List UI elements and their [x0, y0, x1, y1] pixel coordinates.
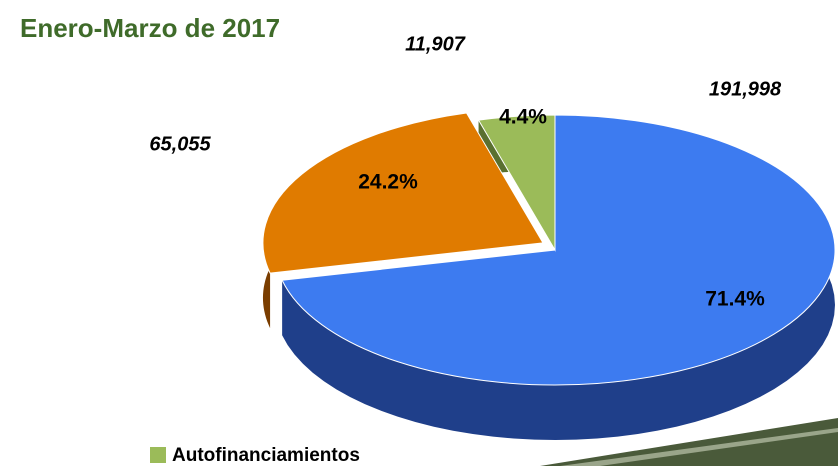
- count-label: 191,998: [709, 78, 782, 100]
- value-label: 4.4%: [499, 106, 547, 129]
- legend-swatch: [150, 447, 166, 463]
- chart-title: Enero-Marzo de 2017: [20, 13, 280, 43]
- decor-band: [540, 418, 838, 466]
- decor-band: [560, 428, 838, 466]
- pie-slice: [262, 112, 544, 274]
- legend-label: Autofinanciamientos: [172, 445, 360, 466]
- pie-slice: [281, 114, 836, 386]
- pie-slice: [477, 114, 556, 252]
- value-label: 71.4%: [705, 288, 765, 311]
- count-label: 65,055: [149, 133, 211, 155]
- count-label: 11,907: [405, 33, 466, 55]
- value-label: 24.2%: [358, 171, 418, 194]
